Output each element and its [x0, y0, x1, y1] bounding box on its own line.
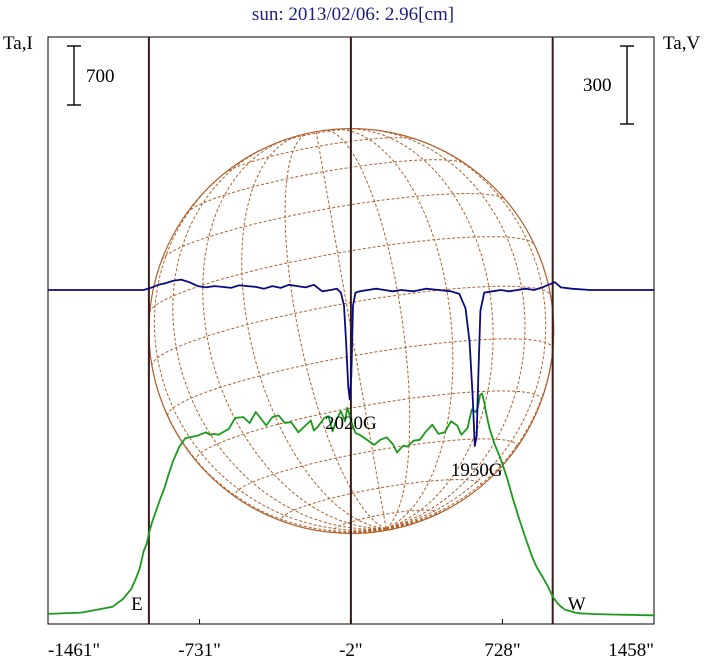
disk-latitude-line [149, 236, 535, 313]
disk-longitude-line [370, 129, 526, 529]
annotation-1950g: 1950G [451, 460, 503, 481]
x-tick-label: -731" [178, 640, 221, 660]
left-scale-bar [67, 45, 81, 106]
limb-markers [147, 37, 554, 624]
disk-longitude-line [386, 295, 555, 529]
disk-latitude-line [195, 390, 542, 462]
right-scale-bar [620, 45, 634, 125]
series-line-ta-v [48, 278, 654, 447]
disk-longitude-line [386, 526, 402, 530]
disk-latitude-line [224, 137, 417, 174]
disk-longitude-line [202, 138, 387, 529]
disk-longitude-line [337, 128, 454, 529]
chart-title: sun: 2013/02/06: 2.96[cm] [252, 4, 454, 25]
limb-label-east: E [131, 594, 143, 615]
x-tick-label: -1461" [48, 640, 100, 660]
disk-longitude-line [385, 527, 392, 530]
disk-longitude-line [385, 139, 547, 529]
disk-longitude-line [386, 494, 471, 529]
x-axis-ticks: -1461" -731" -2" 728" 1458" [47, 619, 655, 660]
disk-latitude-line [167, 338, 554, 416]
right-scale-label: 300 [583, 75, 612, 96]
disk-longitude-line [153, 173, 387, 531]
disk-latitude-line [186, 159, 466, 214]
disk-latitude-line [151, 285, 552, 367]
left-axis-label: Ta,I [3, 33, 33, 54]
disk-longitude-line [324, 129, 411, 529]
x-tick-label: 1458" [608, 640, 654, 660]
series-line-ta-i [47, 392, 655, 617]
disk-longitude-line [386, 524, 409, 529]
disk-longitude-line [345, 128, 494, 529]
limb-label-west: W [568, 594, 586, 615]
disk-longitude-line [151, 366, 387, 533]
x-tick-label: -2" [339, 640, 363, 660]
annotation-2020g: 2020G [325, 413, 377, 434]
disk-longitude-line [315, 131, 387, 529]
right-axis-label: Ta,V [663, 33, 700, 54]
x-tick-label: 728" [484, 640, 520, 660]
disk-longitude-line [172, 147, 387, 530]
left-scale-label: 700 [86, 66, 115, 87]
disk-latitude-line [332, 509, 437, 534]
disk-latitude-line [161, 192, 506, 261]
disk-longitude-line [241, 136, 387, 529]
disk-longitude-line [284, 132, 387, 529]
